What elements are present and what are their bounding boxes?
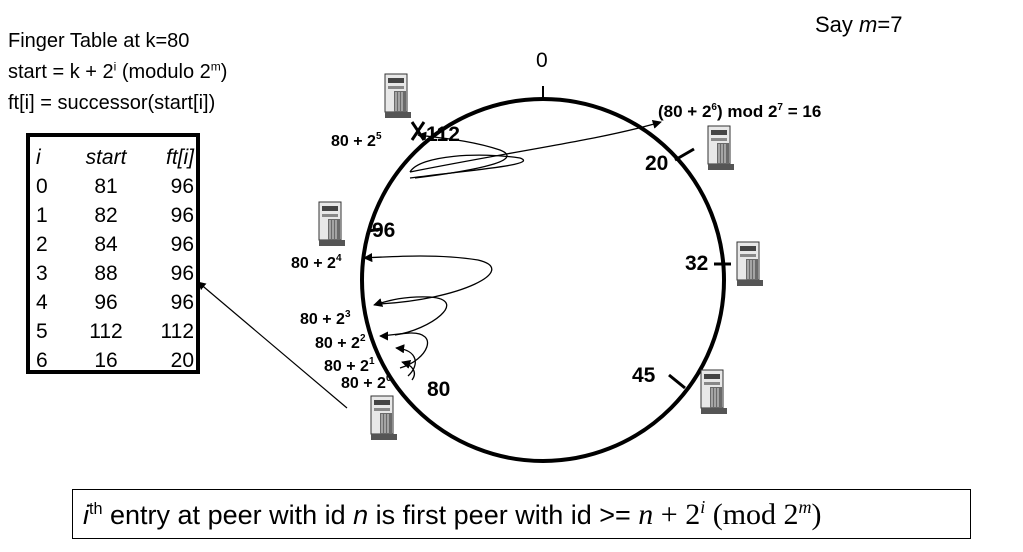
table-row: 1 82 96 — [36, 201, 194, 230]
node-label-45: 45 — [632, 364, 656, 387]
table-row: 0 81 96 — [36, 172, 194, 201]
cell-i: 1 — [36, 203, 48, 227]
col-header-i: i — [36, 145, 41, 169]
table-row: 5 112 112 — [36, 317, 194, 346]
finger-label-5: 80 + 25 — [331, 131, 382, 150]
cell-ft: 96 — [170, 261, 194, 285]
server-icon — [318, 201, 346, 247]
node-label-32: 32 — [685, 252, 708, 275]
ft-formula: ft[i] = successor(start[i]) — [8, 92, 216, 114]
col-header-ft: ft[i] — [165, 145, 194, 169]
cell-ft: 96 — [170, 290, 194, 314]
cell-ft: 96 — [170, 232, 194, 256]
node-label-80: 80 — [427, 378, 450, 401]
table-row: 4 96 96 — [36, 288, 194, 317]
cell-i: 5 — [36, 319, 48, 343]
cell-start: 88 — [94, 261, 118, 285]
tick-node-96 — [367, 227, 382, 233]
node-label-112: 112 — [426, 123, 460, 146]
finger-label-0: 80 + 20 — [341, 373, 392, 392]
cell-start: 16 — [94, 348, 118, 372]
cell-ft: 112 — [160, 319, 194, 343]
server-icon — [370, 395, 398, 441]
table-row: 2 84 96 — [36, 230, 194, 259]
col-header-start: start — [85, 145, 127, 169]
table-pointer-arrow — [197, 281, 348, 409]
finger-label-2: 80 + 22 — [315, 333, 366, 352]
finger-table-header: i start ft[i] — [36, 143, 194, 172]
server-icon — [384, 73, 412, 119]
cell-start: 112 — [89, 319, 123, 343]
bottom-statement: ith entry at peer with id n is first pee… — [72, 489, 971, 539]
finger-arrow-6 — [409, 119, 662, 173]
cell-start: 84 — [94, 232, 118, 256]
cell-i: 0 — [36, 174, 48, 198]
finger-arrow-1 — [395, 344, 416, 377]
cell-start: 81 — [94, 174, 118, 198]
finger-label-4: 80 + 24 — [291, 253, 342, 272]
finger-label-3: 80 + 23 — [300, 309, 351, 328]
finger-label-1: 80 + 21 — [324, 356, 375, 375]
finger-arrow-5 — [414, 131, 508, 179]
cell-i: 2 — [36, 232, 48, 256]
finger-arrow-3 — [373, 296, 448, 336]
start-formula: start = k + 2i (modulo 2m) — [8, 59, 228, 83]
finger-arrow-4 — [363, 253, 493, 305]
ring-circle — [360, 97, 726, 463]
cell-i: 3 — [36, 261, 48, 285]
tick-node-45 — [668, 373, 686, 390]
cell-start: 96 — [94, 290, 118, 314]
say-m-note: Say m=7 — [815, 12, 903, 37]
mod-label: (80 + 26) mod 27 = 16 — [658, 102, 821, 121]
tick-node-20 — [674, 147, 695, 162]
server-icon — [736, 241, 764, 287]
label-zero: 0 — [536, 49, 548, 72]
table-row: 6 16 20 — [36, 346, 194, 375]
table-row: 3 88 96 — [36, 259, 194, 288]
cell-i: 6 — [36, 348, 48, 372]
cell-start: 82 — [94, 203, 118, 227]
server-icon — [700, 369, 728, 415]
cell-ft: 20 — [170, 348, 194, 372]
node-label-20: 20 — [645, 152, 668, 175]
finger-arrow-0 — [401, 359, 416, 381]
server-icon — [707, 125, 735, 171]
cell-i: 4 — [36, 290, 48, 314]
finger-table: i start ft[i] 0 81 96 1 82 96 2 84 96 3 88 96 4 9… — [26, 133, 200, 374]
node-label-96: 96 — [372, 219, 395, 242]
mod-formula: n + 2i (mod 2m) — [638, 497, 822, 531]
finger-table-title: Finger Table at k=80 — [8, 30, 190, 52]
cell-ft: 96 — [170, 203, 194, 227]
cell-ft: 96 — [170, 174, 194, 198]
finger-arrow-2 — [379, 331, 429, 369]
